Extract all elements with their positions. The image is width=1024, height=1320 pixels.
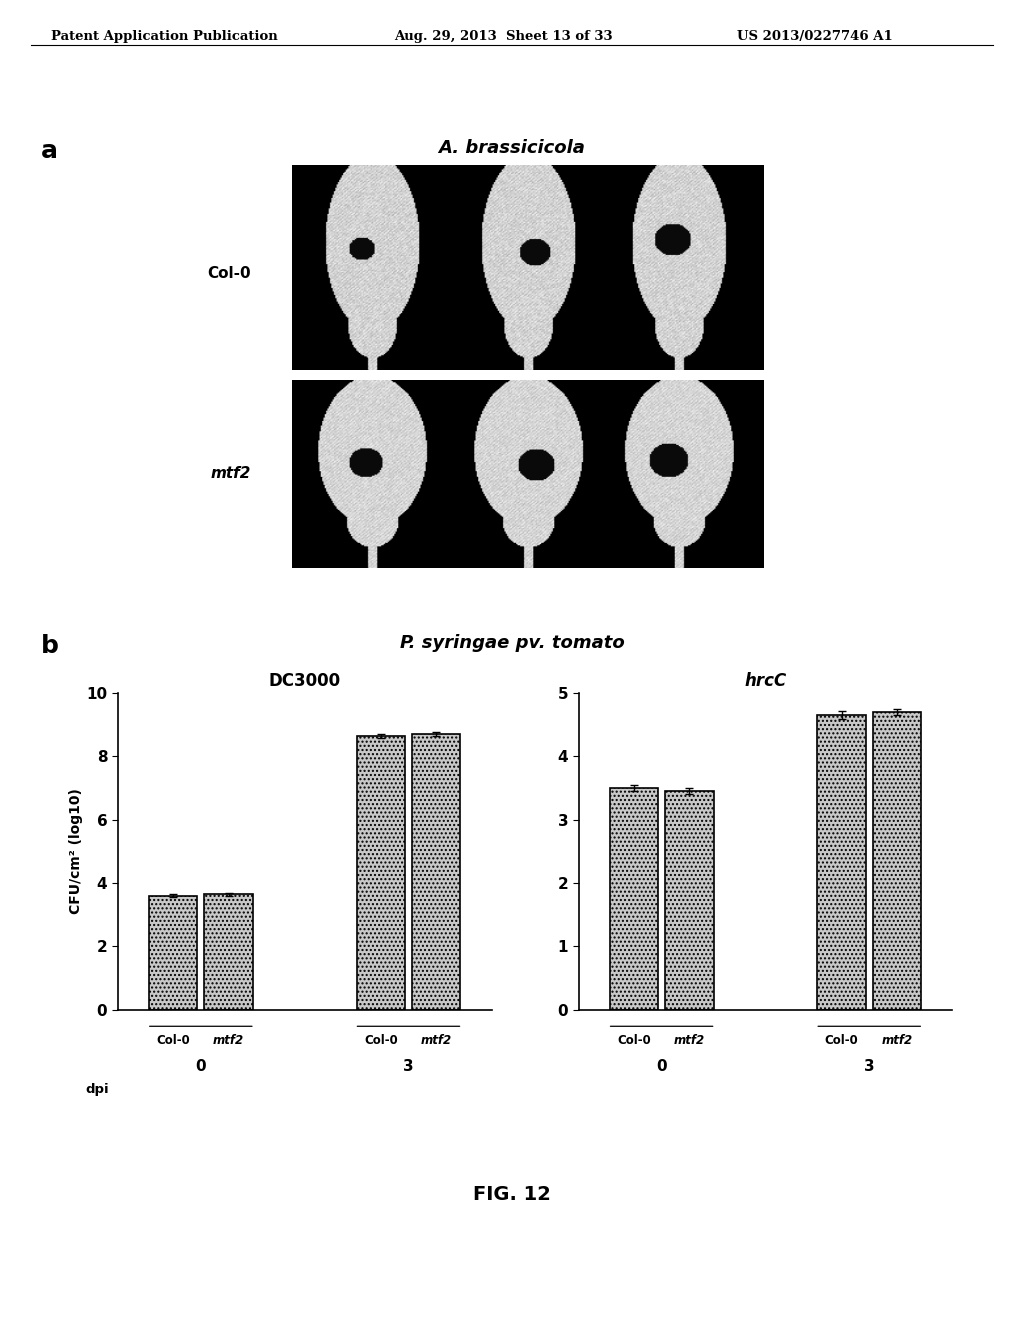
Text: Col-0: Col-0 — [157, 1034, 190, 1047]
Text: Col-0: Col-0 — [824, 1034, 858, 1047]
Bar — [609, 788, 658, 1010]
Text: Patent Application Publication: Patent Application Publication — [51, 30, 278, 44]
Bar — [204, 894, 253, 1010]
Text: mtf2: mtf2 — [674, 1034, 705, 1047]
Text: mtf2: mtf2 — [421, 1034, 452, 1047]
Text: 0: 0 — [196, 1059, 206, 1074]
Text: US 2013/0227746 A1: US 2013/0227746 A1 — [737, 30, 893, 44]
Bar — [817, 715, 866, 1010]
Text: Col-0: Col-0 — [617, 1034, 651, 1047]
Bar — [872, 711, 922, 1010]
Text: mtf2: mtf2 — [213, 1034, 244, 1047]
Text: FIG. 12: FIG. 12 — [473, 1185, 551, 1204]
Title: DC3000: DC3000 — [268, 672, 341, 690]
Text: 3: 3 — [864, 1059, 874, 1074]
Text: Aug. 29, 2013  Sheet 13 of 33: Aug. 29, 2013 Sheet 13 of 33 — [394, 30, 613, 44]
Text: mtf2: mtf2 — [882, 1034, 912, 1047]
Bar — [356, 735, 406, 1010]
Text: A. brassicicola: A. brassicicola — [438, 139, 586, 157]
Text: a: a — [41, 139, 58, 162]
Bar — [412, 734, 461, 1010]
Text: mtf2: mtf2 — [211, 466, 251, 482]
Bar — [148, 896, 198, 1010]
Text: 3: 3 — [403, 1059, 414, 1074]
Text: P. syringae pv. tomato: P. syringae pv. tomato — [399, 634, 625, 652]
Text: dpi: dpi — [85, 1082, 109, 1096]
Bar — [665, 791, 714, 1010]
Y-axis label: CFU/cm² (log10): CFU/cm² (log10) — [70, 788, 83, 915]
Text: Col-0: Col-0 — [207, 265, 251, 281]
Text: 0: 0 — [656, 1059, 667, 1074]
Text: Col-0: Col-0 — [364, 1034, 397, 1047]
Text: b: b — [41, 634, 58, 657]
Title: hrcC: hrcC — [744, 672, 786, 690]
